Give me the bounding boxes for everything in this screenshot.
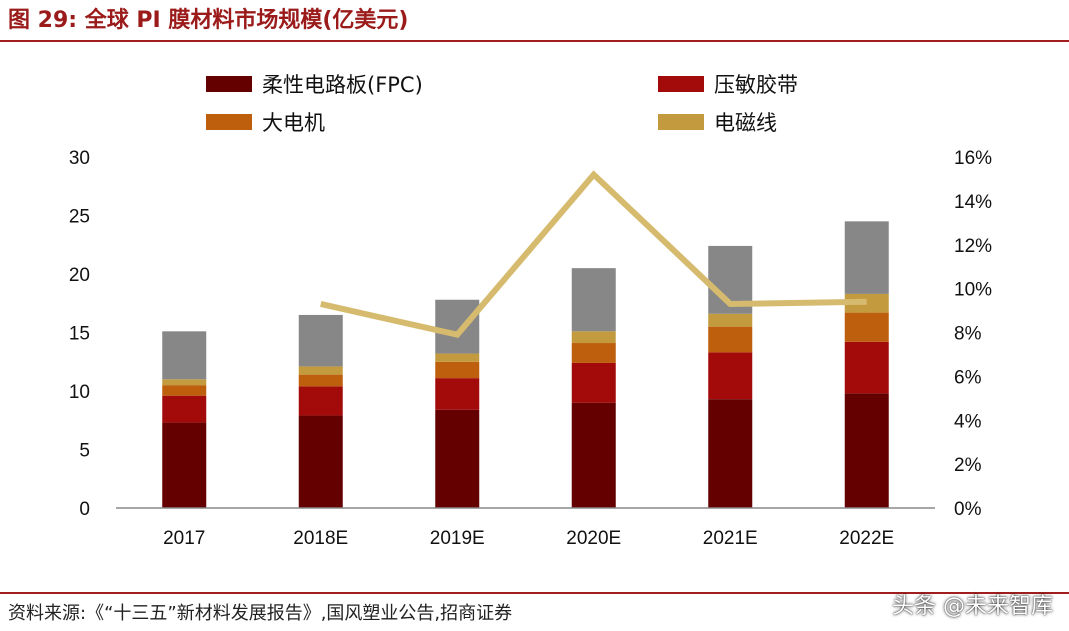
legend-swatch (206, 76, 252, 92)
x-tick-label: 2021E (703, 528, 758, 549)
bar-segment (708, 399, 753, 508)
legend-label: 大电机 (262, 111, 325, 135)
y-tick-label-right: 6% (954, 367, 982, 388)
bar-segment (162, 331, 207, 380)
legend-label: 压敏胶带 (714, 73, 798, 97)
y-tick-label-right: 10% (954, 280, 992, 301)
legend-label: 电磁线 (714, 111, 777, 135)
y-tick-label-right: 12% (954, 236, 992, 257)
y-tick-label-right: 0% (954, 499, 982, 520)
bar-segment (162, 379, 207, 386)
x-tick-label: 2017 (163, 528, 205, 549)
bar-segment (571, 402, 616, 508)
growth-line-path (320, 170, 867, 339)
y-tick-label-left: 0 (79, 499, 90, 520)
x-tick-label: 2020E (566, 528, 621, 549)
x-tick-label: 2018E (293, 528, 348, 549)
y-tick-label-right: 14% (954, 192, 992, 213)
y-tick-label-left: 25 (69, 207, 90, 228)
bar-segment (435, 353, 480, 362)
bar-segment (162, 422, 207, 508)
y-tick-label-left: 15 (69, 324, 90, 345)
y-tick-label-left: 30 (69, 148, 90, 169)
bar-segment (298, 366, 343, 375)
legend-swatch (206, 114, 252, 130)
bar-segment (571, 268, 616, 332)
figure-title: 图 29: 全球 PI 膜材料市场规模(亿美元) (8, 8, 409, 33)
y-tick-label-right: 4% (954, 411, 982, 432)
y-tick-label-right: 8% (954, 324, 982, 345)
bar-segment (162, 395, 207, 423)
left-axis: 0 5 10 15 20 25 30 (69, 148, 90, 520)
legend-swatch (658, 76, 704, 92)
y-tick-label-left: 10 (69, 382, 90, 403)
bar-segment (571, 343, 616, 363)
bar-segment (298, 386, 343, 416)
bar-segment (708, 352, 753, 400)
y-tick-label-left: 5 (79, 441, 90, 462)
bar-segment (435, 378, 480, 410)
growth-line (320, 170, 867, 339)
title-divider (0, 40, 1069, 42)
bar-segment (571, 362, 616, 403)
footer-divider (0, 592, 1069, 594)
legend-label: 柔性电路板(FPC) (262, 73, 423, 97)
bar-segment (435, 409, 480, 508)
x-tick-label: 2022E (839, 528, 894, 549)
source-note: 资料来源:《“十三五”新材料发展报告》,国风塑业公告,招商证券 (8, 603, 513, 624)
x-axis: 2017 2018E 2019E 2020E 2021E 2022E (163, 528, 894, 549)
bar-segment (844, 341, 889, 394)
bar-segment (708, 326, 753, 353)
stacked-bars (162, 221, 889, 508)
bar-segment (435, 361, 480, 379)
bar-segment (571, 331, 616, 344)
bar-segment (435, 299, 480, 354)
watermark: 头条 @未来智库 (892, 594, 1053, 619)
y-tick-label-left: 20 (69, 265, 90, 286)
bar-segment (708, 313, 753, 327)
bar-segment (298, 374, 343, 387)
bar-segment (162, 385, 207, 396)
legend-swatch (658, 114, 704, 130)
y-tick-label-right: 16% (954, 148, 992, 169)
bar-segment (844, 221, 889, 294)
bar-segment (298, 314, 343, 367)
bar-segment (298, 415, 343, 508)
x-tick-label: 2019E (430, 528, 485, 549)
right-axis: 0% 2% 4% 6% 8% 10% 12% 14% 16% (954, 148, 992, 520)
bar-segment (844, 393, 889, 508)
y-tick-label-right: 2% (954, 455, 982, 476)
bar-segment (844, 312, 889, 342)
